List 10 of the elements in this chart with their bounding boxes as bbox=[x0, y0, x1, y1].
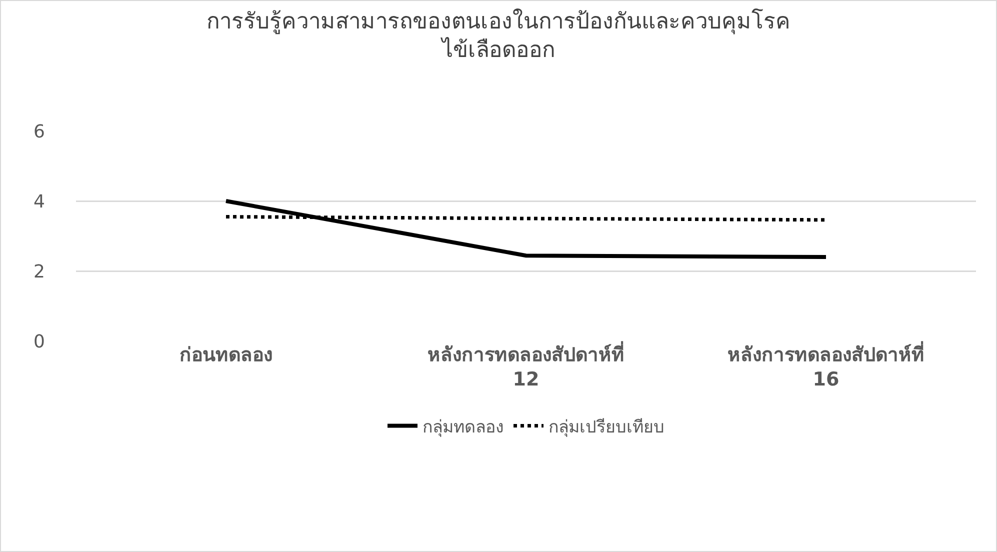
legend-label: กลุ่มทดลอง bbox=[422, 417, 504, 438]
x-tick-label: หลังการทดลองสัปดาห์ที่ 16 bbox=[728, 341, 924, 391]
x-tick-label: ก่อนทดลอง bbox=[180, 344, 272, 366]
y-tick-label: 6 bbox=[34, 121, 45, 142]
legend-label: กลุ่มเปรียบเทียบ bbox=[548, 417, 664, 438]
y-tick-label: 0 bbox=[34, 331, 45, 352]
chart-title: การรับรู้ความสามารถของตนเองในการป้องกันและควบคุมโรค ไข้เลือดออก bbox=[206, 8, 790, 64]
y-tick-label: 4 bbox=[34, 191, 45, 212]
x-tick-label: หลังการทดลองสัปดาห์ที่ 12 bbox=[428, 341, 624, 391]
y-tick-label: 2 bbox=[34, 261, 45, 282]
